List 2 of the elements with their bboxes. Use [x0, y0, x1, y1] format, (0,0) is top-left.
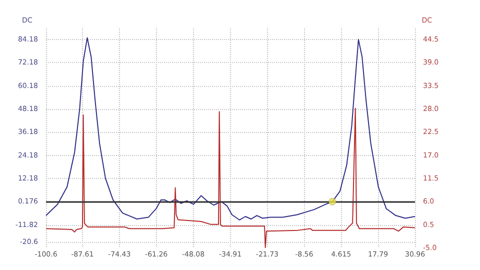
line-series: [46, 108, 416, 248]
line-series: [46, 37, 416, 220]
